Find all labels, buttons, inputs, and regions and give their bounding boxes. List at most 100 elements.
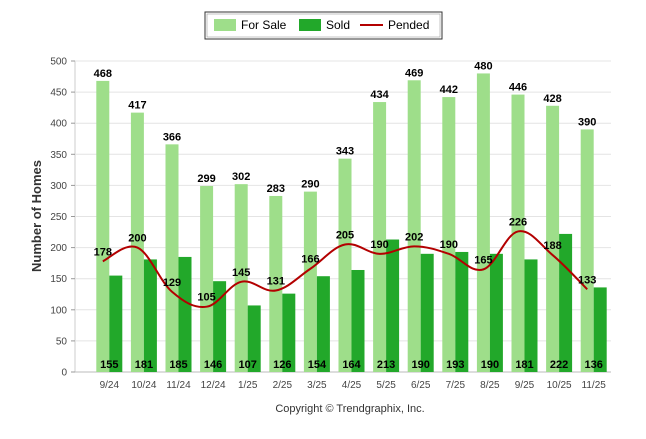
data-label-pended: 145 [232,267,250,279]
x-tick-label: 12/24 [201,380,226,391]
legend-label-pended: Pended [388,18,429,32]
x-tick-label: 4/25 [342,380,362,391]
y-axis-ticks: 0 50 100 150 200 250 300 350 400 450 500 [50,57,67,379]
bar-sold [247,305,261,372]
data-label-for-sale: 366 [163,131,181,143]
data-label-for-sale: 434 [370,89,389,101]
x-tick-label: 8/25 [480,380,500,391]
bar-for-sale [130,112,144,372]
data-label-sold: 126 [273,359,291,371]
data-label-for-sale: 469 [405,67,423,79]
bar-sold [559,233,573,372]
data-label-for-sale: 343 [336,146,354,158]
data-label-sold: 181 [515,359,533,371]
x-tick-label: 5/25 [376,380,396,391]
bar-for-sale [511,94,525,372]
data-label-pended: 133 [578,274,596,286]
data-label-sold: 155 [100,359,118,371]
bar-sold [455,251,469,372]
y-axis-title: Number of Homes [29,160,44,272]
y-tick-label: 250 [50,212,67,223]
data-label-pended: 190 [370,239,388,251]
x-tick-label: 11/24 [166,380,191,391]
data-label-pended: 178 [94,246,112,258]
pended-line [102,230,588,308]
x-tick-label: 10/25 [547,380,572,391]
bar-for-sale [407,80,421,373]
data-label-sold: 193 [446,359,464,371]
bar-for-sale [373,102,387,372]
y-tick-label: 400 [50,119,67,130]
data-label-pended: 226 [509,216,527,228]
y-tick-label: 50 [56,336,68,347]
bar-for-sale [476,73,490,372]
copyright-text: Copyright © Trendgraphix, Inc. [275,403,424,415]
bar-sold [109,275,123,372]
bar-sold [178,256,192,372]
data-label-for-sale: 417 [128,100,146,112]
legend-swatch-sold [299,19,321,31]
y-tick-label: 450 [50,88,67,99]
data-label-pended: 131 [267,276,285,288]
pended-line-path [102,230,588,308]
x-tick-label: 2/25 [273,380,293,391]
bar-for-sale [303,191,317,372]
bar-sold [524,259,538,372]
data-label-pended: 188 [543,240,561,252]
bar-for-sale [338,158,352,372]
x-axis-ticks: 9/24 10/24 11/24 12/24 1/25 2/25 3/25 4/25 5/25 6… [100,380,607,391]
legend-swatch-for-sale [214,19,236,31]
bar-sold [282,293,296,372]
data-label-pended: 205 [336,229,354,241]
legend-label-for-sale: For Sale [241,18,287,32]
bar-sold [420,253,434,372]
legend-inner-box [206,13,441,38]
data-label-pended: 200 [128,233,146,245]
data-label-sold: 136 [585,359,603,371]
bar-sold [143,259,157,372]
x-tick-label: 10/24 [131,380,156,391]
data-label-for-sale: 428 [543,93,561,105]
data-label-sold: 190 [412,359,430,371]
data-label-pended: 166 [301,254,319,266]
x-tick-label: 3/25 [307,380,327,391]
data-label-pended: 165 [474,254,492,266]
data-label-sold: 185 [169,359,187,371]
data-label-sold: 107 [239,359,257,371]
y-tick-label: 100 [50,305,67,316]
x-tick-label: 9/25 [515,380,535,391]
bar-sold [213,281,227,372]
data-label-for-sale: 446 [509,82,527,94]
bar-sold [489,253,503,372]
legend-label-sold: Sold [326,18,350,32]
data-label-pended: 190 [440,239,458,251]
legend: For Sale Sold Pended [204,11,443,40]
bar-for-sale [546,105,560,372]
x-tick-label: 11/25 [582,380,607,391]
bar-for-sale [442,97,456,373]
data-label-sold: 181 [135,359,153,371]
data-label-sold: 164 [342,359,361,371]
data-label-for-sale: 390 [578,116,596,128]
x-tick-label: 7/25 [446,380,466,391]
data-label-for-sale: 290 [301,179,319,191]
bar-for-sale [269,195,283,372]
data-label-for-sale: 468 [94,68,112,80]
data-label-for-sale: 283 [267,183,285,195]
data-label-for-sale: 299 [197,173,215,185]
y-tick-label: 200 [50,243,67,254]
data-label-pended: 105 [197,292,215,304]
y-tick-label: 350 [50,150,67,161]
data-label-for-sale: 442 [440,84,458,96]
data-label-sold: 146 [204,359,222,371]
data-label-sold: 190 [481,359,499,371]
bar-for-sale [96,80,110,373]
bar-for-sale [580,129,594,372]
y-tick-label: 500 [50,57,67,68]
data-label-sold: 222 [550,359,568,371]
y-tick-label: 0 [61,368,67,379]
bars [96,73,607,373]
data-label-for-sale: 302 [232,171,250,183]
bar-for-sale [165,144,179,372]
